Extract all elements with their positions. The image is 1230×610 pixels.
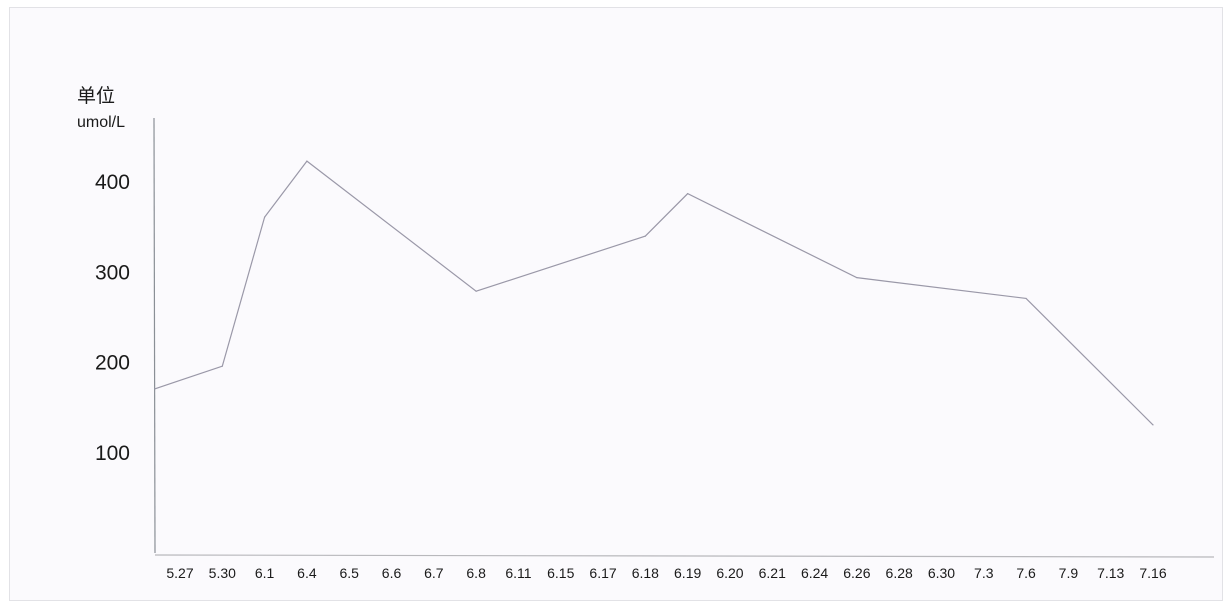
y-tick-label: 300 <box>95 261 130 284</box>
x-tick-label: 6.8 <box>466 565 486 581</box>
data-point <box>154 388 156 390</box>
x-tick-label: 5.30 <box>209 565 236 581</box>
x-tick-label: 6.5 <box>339 565 359 581</box>
y-tick-label: 400 <box>95 171 130 194</box>
x-tick-label: 6.17 <box>589 565 616 581</box>
data-point <box>687 193 689 195</box>
x-tick-label: 6.28 <box>886 565 913 581</box>
y-tick-label: 100 <box>95 442 130 465</box>
x-tick-label: 6.30 <box>928 565 955 581</box>
x-tick-label: 6.19 <box>674 565 701 581</box>
x-tick-label: 7.13 <box>1097 565 1124 581</box>
x-tick-label: 7.9 <box>1059 565 1079 581</box>
y-tick-label: 200 <box>95 352 130 375</box>
chart-frame <box>9 7 1223 601</box>
x-tick-label: 7.3 <box>974 565 994 581</box>
x-tick-label: 6.20 <box>716 565 743 581</box>
y-axis-line <box>153 117 156 554</box>
data-point <box>644 235 646 237</box>
x-tick-label: 6.7 <box>424 565 444 581</box>
series-line <box>154 160 1154 426</box>
x-tick-label: 6.24 <box>801 565 828 581</box>
x-tick-label: 7.6 <box>1016 565 1036 581</box>
x-tick-label: 6.1 <box>255 565 275 581</box>
data-point <box>1152 424 1154 426</box>
data-point <box>221 365 223 367</box>
x-tick-label: 6.6 <box>382 565 402 581</box>
x-tick-label: 6.26 <box>843 565 870 581</box>
x-tick-label: 6.21 <box>759 565 786 581</box>
y-axis-label: 单位 <box>77 85 115 107</box>
y-axis-unit: umol/L <box>77 114 125 131</box>
x-tick-label: 6.4 <box>297 565 317 581</box>
data-point <box>306 160 308 162</box>
x-tick-label: 6.11 <box>505 565 531 581</box>
data-point <box>264 216 266 218</box>
data-point <box>475 290 477 292</box>
x-tick-label: 6.18 <box>632 565 659 581</box>
x-tick-label: 6.15 <box>547 565 574 581</box>
x-tick-label: 5.27 <box>166 565 193 581</box>
x-axis-line <box>154 554 1215 558</box>
data-point <box>1025 297 1027 300</box>
x-tick-label: 7.16 <box>1139 565 1166 581</box>
data-point <box>856 277 858 279</box>
